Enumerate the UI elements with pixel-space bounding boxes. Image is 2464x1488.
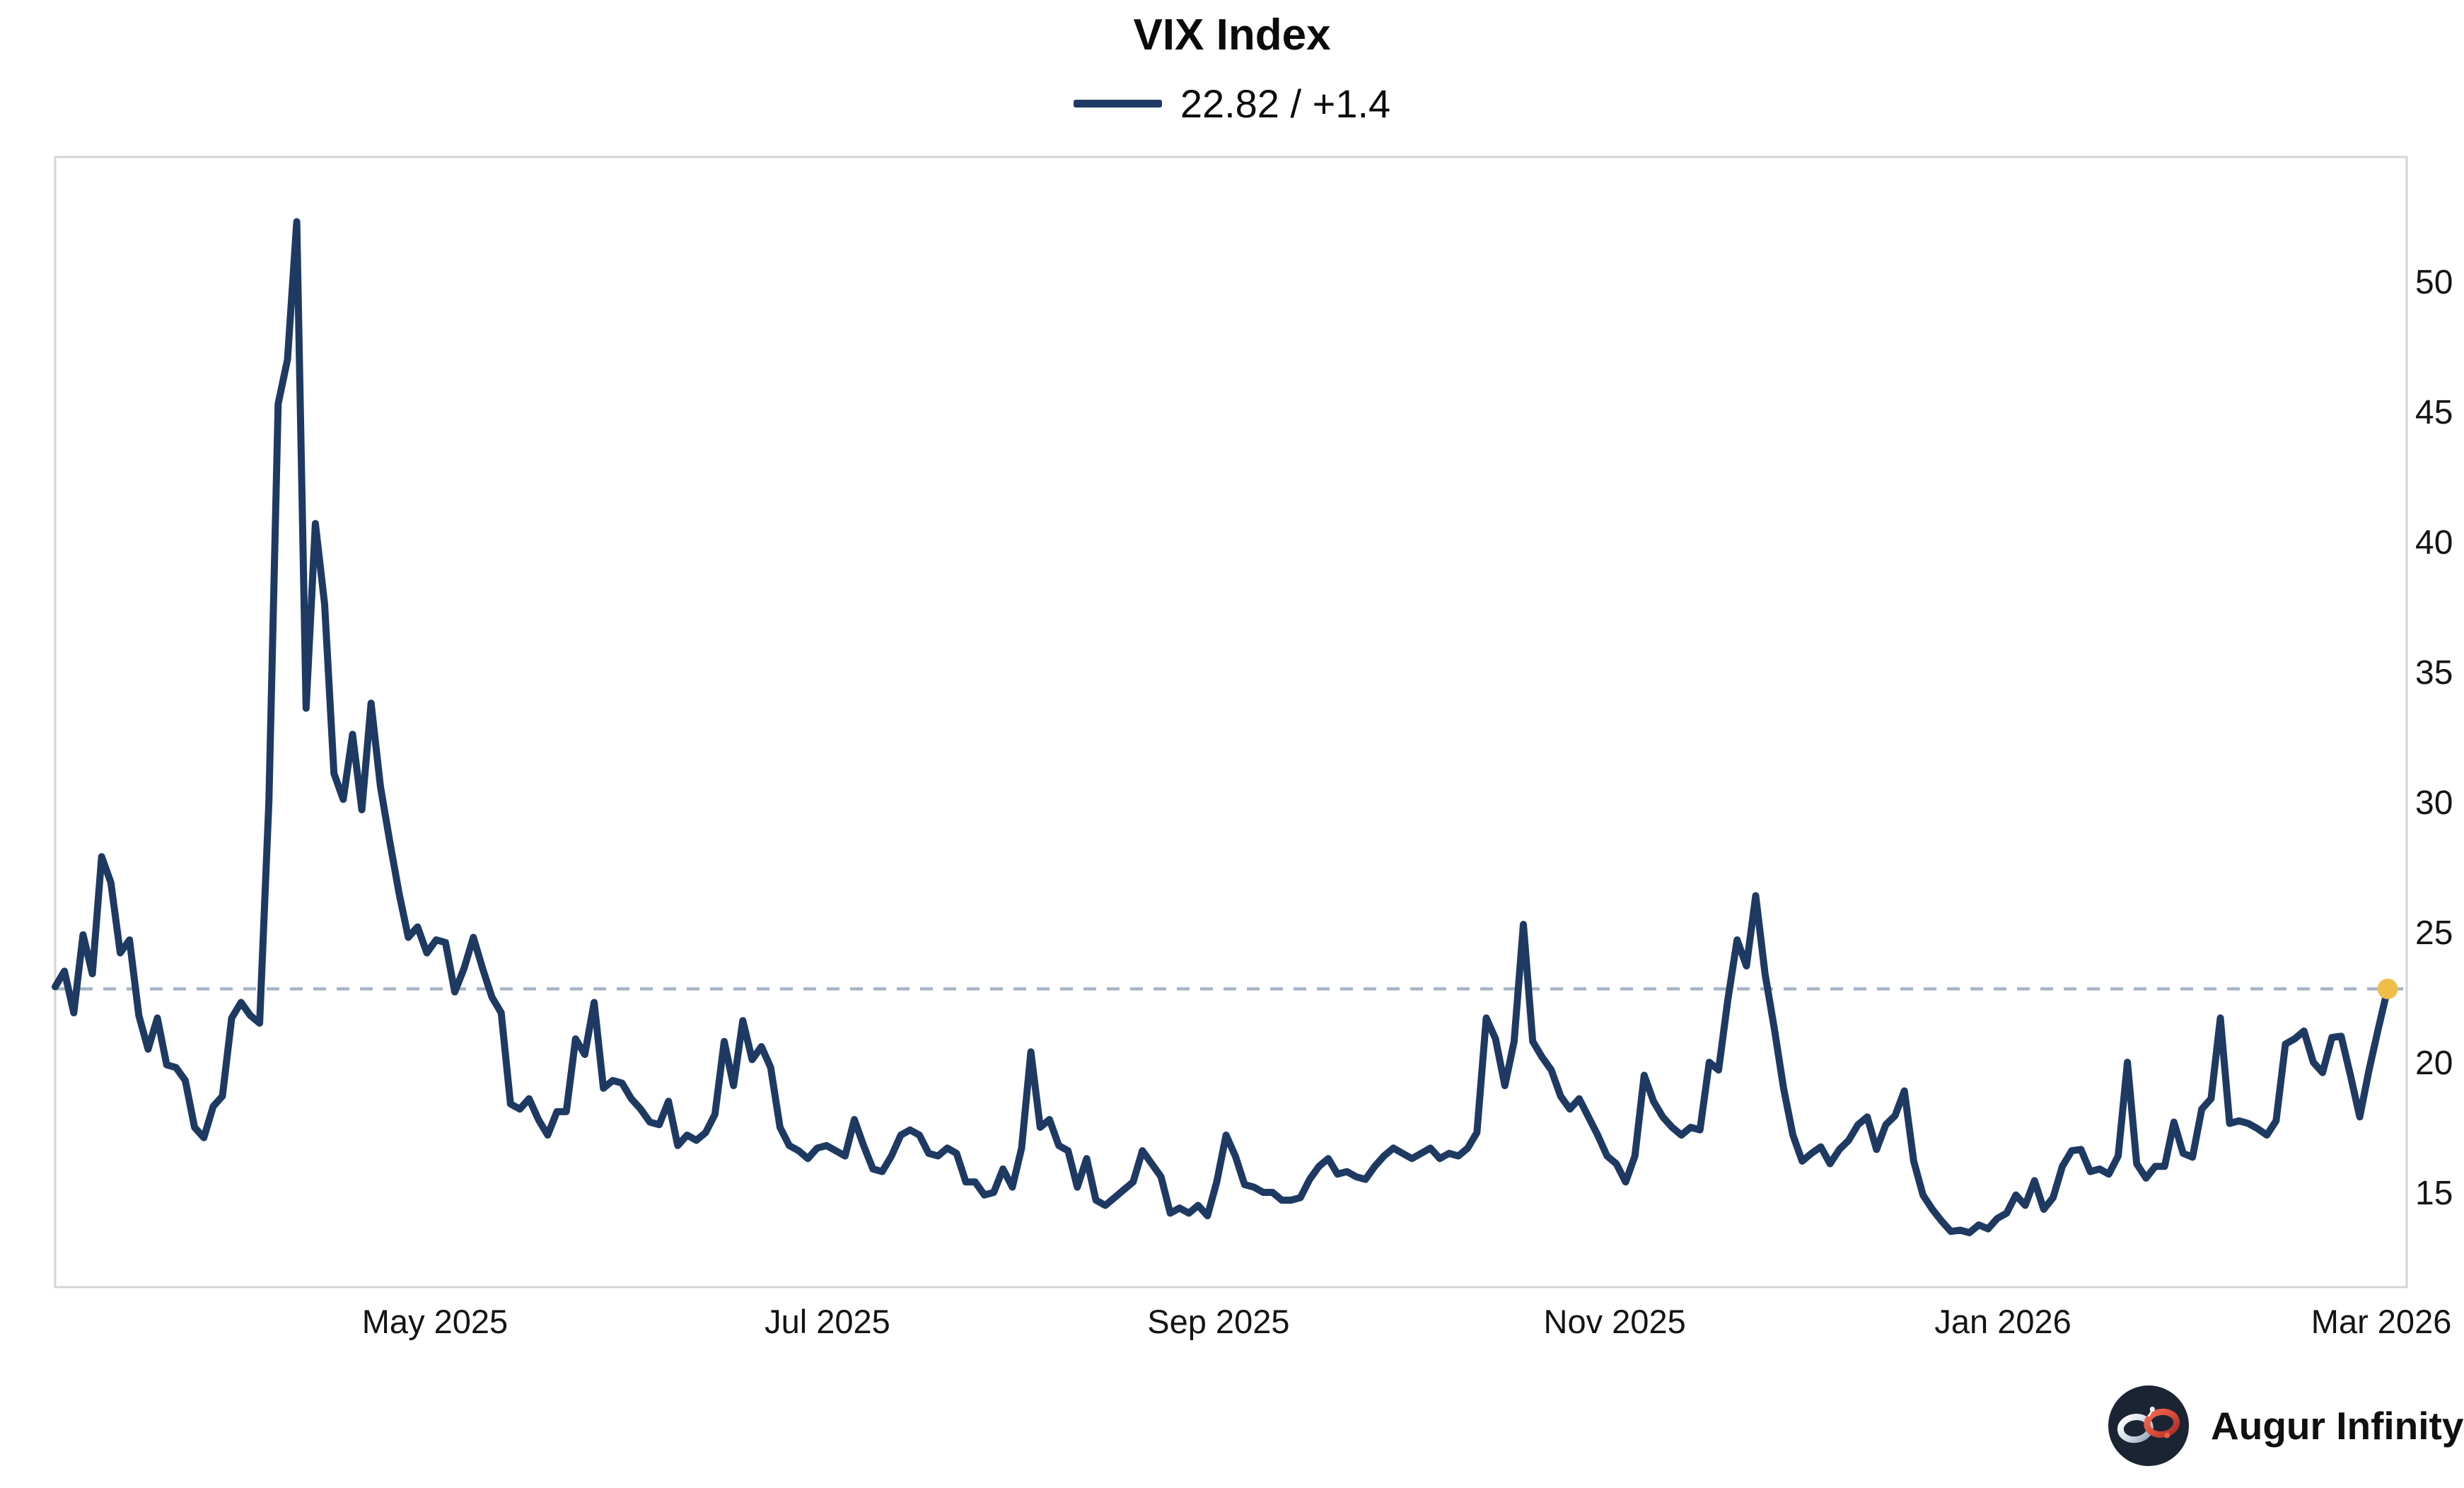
chart-legend: 22.82 / +1.4 (1073, 81, 1391, 127)
y-tick-label: 15 (2415, 1175, 2453, 1212)
y-tick-label: 25 (2415, 914, 2453, 952)
y-tick-label: 20 (2415, 1045, 2453, 1082)
last-value-marker (2377, 978, 2398, 999)
legend-label: 22.82 / +1.4 (1180, 81, 1391, 127)
y-tick-label: 40 (2415, 524, 2453, 562)
chart-title: VIX Index (1133, 11, 1331, 59)
x-tick-label: Mar 2026 (2311, 1303, 2452, 1340)
x-tick-label: Jan 2026 (1934, 1303, 2071, 1340)
y-tick-label: 30 (2415, 784, 2453, 822)
plot-frame (54, 156, 2408, 1289)
vix-series-line (52, 218, 2391, 1236)
infinity-icon (2117, 1406, 2180, 1443)
y-tick-label: 45 (2415, 394, 2453, 431)
x-tick-label: Jul 2025 (765, 1303, 890, 1340)
y-tick-label: 50 (2415, 264, 2453, 301)
x-tick-label: May 2025 (362, 1303, 508, 1340)
legend-line-swatch (1073, 100, 1162, 108)
brand-footer: Augur Infinity (2106, 1383, 2463, 1469)
x-tick-label: Nov 2025 (1544, 1303, 1686, 1340)
brand-name: Augur Infinity (2211, 1404, 2464, 1448)
augur-infinity-logo (2108, 1385, 2189, 1466)
y-tick-label: 35 (2415, 654, 2453, 692)
x-tick-label: Sep 2025 (1147, 1303, 1289, 1340)
chart-header: VIX Index 22.82 / +1.4 (0, 11, 2464, 127)
